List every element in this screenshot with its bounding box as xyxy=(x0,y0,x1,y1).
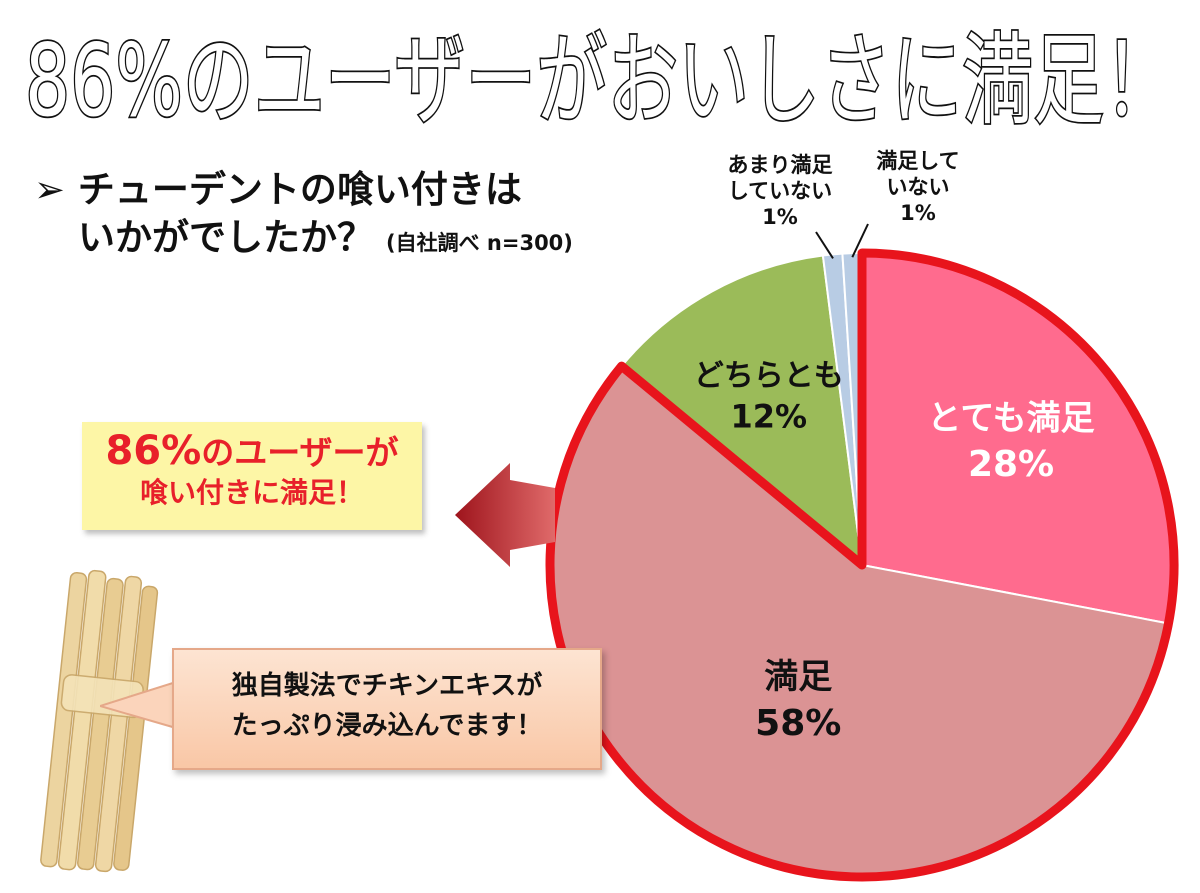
pie-label-very-satisfied-value: 28% xyxy=(968,444,1054,485)
callout-percent: 86% xyxy=(105,428,202,474)
headline-text: 86%のユーザーがおいしさに満足！ xyxy=(25,22,1175,139)
survey-note: (自社調べ n=300) xyxy=(386,231,573,255)
satisfied-highlight-outline xyxy=(545,248,1179,882)
survey-question: ➢ チューデントの喰い付きは いかがでしたか？ (自社調べ n=300) xyxy=(34,166,573,267)
pie-label-neutral-value: 12% xyxy=(731,397,808,435)
pie-slice-neutral xyxy=(620,254,864,568)
question-text-1: チューデントの喰い付きは xyxy=(77,168,522,211)
pie-label-slightly-unsatisfied-0: あまり満足 xyxy=(728,153,833,177)
question-line-2: いかがでしたか？ (自社調べ n=300) xyxy=(34,214,573,267)
chew-stick-image xyxy=(40,569,159,873)
pie-label-slightly-unsatisfied-1: していない xyxy=(728,179,832,203)
leader-line-slightly-unsatisfied xyxy=(815,231,834,259)
question-text-2: いかがでしたか？ xyxy=(78,216,374,259)
pie-label-satisfied-name: 満足 xyxy=(764,657,832,697)
feature-bubble: 独自製法でチキンエキスが たっぷり浸み込んでます！ xyxy=(172,648,602,770)
pie-label-unsatisfied-1: いない xyxy=(887,175,950,199)
callout-line-2: 喰い付きに満足！ xyxy=(139,476,364,509)
headline: 86%のユーザーがおいしさに満足！ xyxy=(23,20,1177,140)
callout-line-1: のユーザーが xyxy=(201,433,399,472)
satisfaction-callout: 86%のユーザーが 喰い付きに満足！ xyxy=(82,422,422,530)
bullet-icon: ➢ xyxy=(34,168,66,211)
leader-line-unsatisfied xyxy=(851,223,869,258)
pie-label-satisfied-value: 58% xyxy=(755,703,841,744)
bubble-tail xyxy=(100,680,177,730)
pie-label-very-satisfied-name: とても満足 xyxy=(927,398,1094,438)
bubble-line-2: たっぷり浸み込んでます！ xyxy=(231,711,543,741)
question-line-1: ➢ チューデントの喰い付きは xyxy=(34,166,573,214)
pie-label-unsatisfied-0: 満足して xyxy=(876,149,959,173)
pie-label-unsatisfied-2: 1% xyxy=(900,201,936,225)
pie-label-neutral-name: どちらとも xyxy=(694,358,844,393)
pie-label-slightly-unsatisfied-2: 1% xyxy=(762,205,798,229)
pointer-arrow xyxy=(455,463,555,567)
bubble-line-1: 独自製法でチキンエキスが xyxy=(231,671,543,701)
